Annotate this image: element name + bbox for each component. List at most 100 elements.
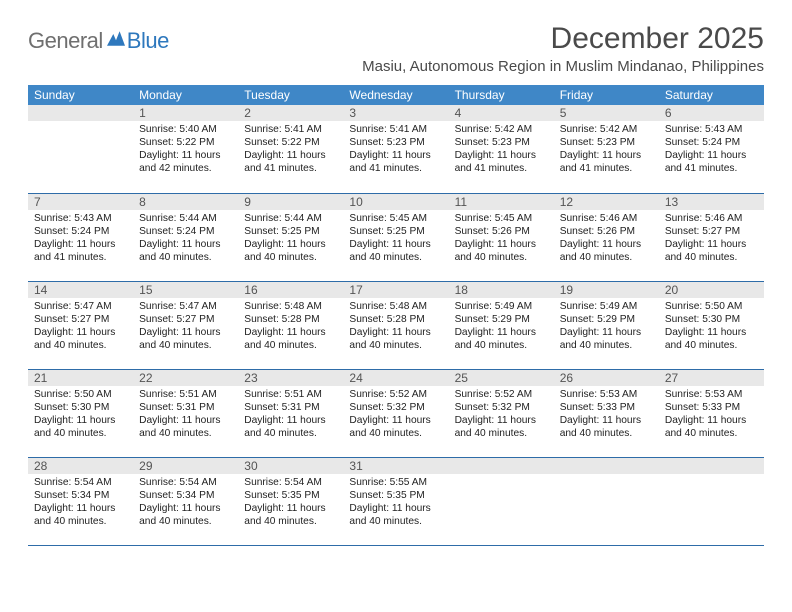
day-daylight2: and 40 minutes. xyxy=(560,251,653,264)
day-daylight2: and 40 minutes. xyxy=(560,339,653,352)
day-body: Sunrise: 5:44 AMSunset: 5:25 PMDaylight:… xyxy=(238,210,343,264)
day-number: 4 xyxy=(449,105,554,121)
calendar-day-cell: 26Sunrise: 5:53 AMSunset: 5:33 PMDayligh… xyxy=(554,369,659,457)
calendar-day-cell: 15Sunrise: 5:47 AMSunset: 5:27 PMDayligh… xyxy=(133,281,238,369)
day-daylight1: Daylight: 11 hours xyxy=(244,238,337,251)
daynum-row: 15 xyxy=(133,282,238,298)
day-number: 11 xyxy=(449,194,554,210)
day-number: 22 xyxy=(133,370,238,386)
calendar-day-cell: 10Sunrise: 5:45 AMSunset: 5:25 PMDayligh… xyxy=(343,193,448,281)
day-daylight2: and 40 minutes. xyxy=(244,251,337,264)
calendar-day-cell: 9Sunrise: 5:44 AMSunset: 5:25 PMDaylight… xyxy=(238,193,343,281)
day-sunset: Sunset: 5:30 PM xyxy=(34,401,127,414)
day-number: 21 xyxy=(28,370,133,386)
day-sunrise: Sunrise: 5:53 AM xyxy=(560,388,653,401)
day-number: 6 xyxy=(659,105,764,121)
day-sunrise: Sunrise: 5:46 AM xyxy=(560,212,653,225)
day-number: 12 xyxy=(554,194,659,210)
day-daylight1: Daylight: 11 hours xyxy=(139,149,232,162)
day-body: Sunrise: 5:55 AMSunset: 5:35 PMDaylight:… xyxy=(343,474,448,528)
day-daylight1: Daylight: 11 hours xyxy=(455,149,548,162)
day-daylight1: Daylight: 11 hours xyxy=(560,149,653,162)
day-number: 1 xyxy=(133,105,238,121)
day-daylight2: and 40 minutes. xyxy=(349,427,442,440)
day-number xyxy=(659,458,764,459)
calendar-day-cell: 22Sunrise: 5:51 AMSunset: 5:31 PMDayligh… xyxy=(133,369,238,457)
calendar-week-row: 14Sunrise: 5:47 AMSunset: 5:27 PMDayligh… xyxy=(28,281,764,369)
day-sunset: Sunset: 5:23 PM xyxy=(349,136,442,149)
brand-logo: General Blue xyxy=(28,22,169,54)
daynum-row xyxy=(554,458,659,474)
calendar-table: SundayMondayTuesdayWednesdayThursdayFrid… xyxy=(28,85,764,546)
day-sunset: Sunset: 5:24 PM xyxy=(34,225,127,238)
day-sunset: Sunset: 5:29 PM xyxy=(560,313,653,326)
month-title: December 2025 xyxy=(362,22,764,56)
day-daylight2: and 40 minutes. xyxy=(139,339,232,352)
day-sunrise: Sunrise: 5:42 AM xyxy=(455,123,548,136)
day-daylight1: Daylight: 11 hours xyxy=(139,414,232,427)
daynum-row: 20 xyxy=(659,282,764,298)
daynum-row: 21 xyxy=(28,370,133,386)
weekday-header-cell: Wednesday xyxy=(343,85,448,105)
day-sunset: Sunset: 5:22 PM xyxy=(244,136,337,149)
day-body: Sunrise: 5:51 AMSunset: 5:31 PMDaylight:… xyxy=(133,386,238,440)
day-daylight2: and 40 minutes. xyxy=(244,515,337,528)
calendar-day-cell: 4Sunrise: 5:42 AMSunset: 5:23 PMDaylight… xyxy=(449,105,554,193)
day-sunrise: Sunrise: 5:50 AM xyxy=(34,388,127,401)
day-sunset: Sunset: 5:28 PM xyxy=(244,313,337,326)
calendar-day-cell xyxy=(449,457,554,545)
day-daylight2: and 40 minutes. xyxy=(665,339,758,352)
day-body: Sunrise: 5:44 AMSunset: 5:24 PMDaylight:… xyxy=(133,210,238,264)
day-sunrise: Sunrise: 5:47 AM xyxy=(139,300,232,313)
daynum-row: 16 xyxy=(238,282,343,298)
calendar-day-cell: 16Sunrise: 5:48 AMSunset: 5:28 PMDayligh… xyxy=(238,281,343,369)
day-body: Sunrise: 5:52 AMSunset: 5:32 PMDaylight:… xyxy=(449,386,554,440)
day-number: 14 xyxy=(28,282,133,298)
day-sunrise: Sunrise: 5:49 AM xyxy=(560,300,653,313)
day-sunset: Sunset: 5:31 PM xyxy=(244,401,337,414)
calendar-day-cell xyxy=(554,457,659,545)
day-sunset: Sunset: 5:32 PM xyxy=(349,401,442,414)
day-daylight1: Daylight: 11 hours xyxy=(244,414,337,427)
day-number: 20 xyxy=(659,282,764,298)
daynum-row: 24 xyxy=(343,370,448,386)
day-number: 28 xyxy=(28,458,133,474)
daynum-row: 17 xyxy=(343,282,448,298)
day-sunrise: Sunrise: 5:48 AM xyxy=(349,300,442,313)
calendar-day-cell: 30Sunrise: 5:54 AMSunset: 5:35 PMDayligh… xyxy=(238,457,343,545)
day-body xyxy=(28,121,133,123)
day-body: Sunrise: 5:54 AMSunset: 5:34 PMDaylight:… xyxy=(28,474,133,528)
day-daylight1: Daylight: 11 hours xyxy=(34,414,127,427)
day-body xyxy=(659,474,764,476)
day-number: 15 xyxy=(133,282,238,298)
calendar-day-cell: 25Sunrise: 5:52 AMSunset: 5:32 PMDayligh… xyxy=(449,369,554,457)
day-sunset: Sunset: 5:30 PM xyxy=(665,313,758,326)
day-number xyxy=(449,458,554,459)
day-sunset: Sunset: 5:32 PM xyxy=(455,401,548,414)
day-daylight1: Daylight: 11 hours xyxy=(349,502,442,515)
day-sunset: Sunset: 5:26 PM xyxy=(560,225,653,238)
day-daylight2: and 40 minutes. xyxy=(455,251,548,264)
day-daylight2: and 41 minutes. xyxy=(34,251,127,264)
day-sunset: Sunset: 5:26 PM xyxy=(455,225,548,238)
calendar-day-cell: 20Sunrise: 5:50 AMSunset: 5:30 PMDayligh… xyxy=(659,281,764,369)
day-daylight2: and 40 minutes. xyxy=(349,251,442,264)
day-daylight1: Daylight: 11 hours xyxy=(665,238,758,251)
day-daylight2: and 40 minutes. xyxy=(139,251,232,264)
daynum-row xyxy=(28,105,133,121)
weekday-header-cell: Monday xyxy=(133,85,238,105)
day-body: Sunrise: 5:42 AMSunset: 5:23 PMDaylight:… xyxy=(554,121,659,175)
daynum-row xyxy=(659,458,764,474)
day-number: 31 xyxy=(343,458,448,474)
day-daylight2: and 40 minutes. xyxy=(34,515,127,528)
day-body: Sunrise: 5:54 AMSunset: 5:34 PMDaylight:… xyxy=(133,474,238,528)
day-sunset: Sunset: 5:27 PM xyxy=(665,225,758,238)
day-number: 2 xyxy=(238,105,343,121)
day-sunrise: Sunrise: 5:53 AM xyxy=(665,388,758,401)
day-sunset: Sunset: 5:33 PM xyxy=(560,401,653,414)
day-body: Sunrise: 5:47 AMSunset: 5:27 PMDaylight:… xyxy=(28,298,133,352)
day-daylight1: Daylight: 11 hours xyxy=(139,326,232,339)
day-daylight2: and 40 minutes. xyxy=(665,251,758,264)
calendar-day-cell: 14Sunrise: 5:47 AMSunset: 5:27 PMDayligh… xyxy=(28,281,133,369)
day-body: Sunrise: 5:53 AMSunset: 5:33 PMDaylight:… xyxy=(659,386,764,440)
